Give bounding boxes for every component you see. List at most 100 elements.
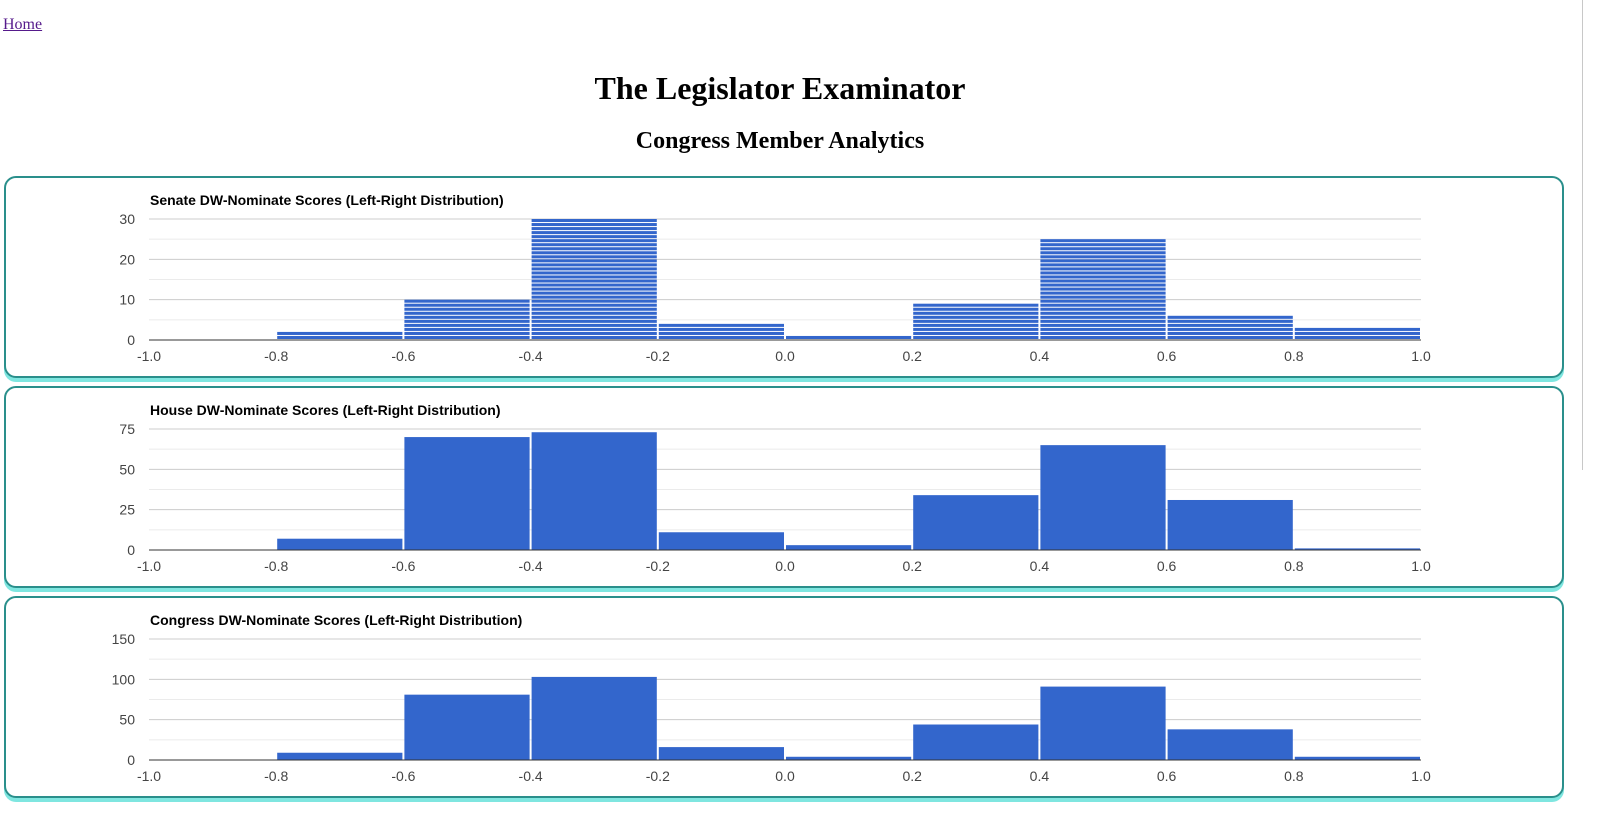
x-tick-label: -0.4 bbox=[519, 348, 543, 364]
histogram-bar-unit bbox=[913, 303, 1039, 307]
x-tick-label: 0.2 bbox=[902, 558, 922, 574]
histogram-bar bbox=[1294, 756, 1420, 760]
y-tick-label: 0 bbox=[127, 542, 135, 558]
histogram-bar-unit bbox=[404, 303, 530, 307]
histogram-bar-unit bbox=[1040, 331, 1166, 335]
histogram-bar-unit bbox=[913, 331, 1039, 335]
x-tick-label: -0.8 bbox=[264, 348, 288, 364]
histogram-bar-unit bbox=[1040, 275, 1166, 279]
histogram-bar-unit bbox=[531, 247, 657, 251]
histogram-bar-unit bbox=[404, 323, 530, 327]
x-tick-label: -0.6 bbox=[391, 348, 415, 364]
congress-chart-panel: Congress DW-Nominate Scores (Left-Right … bbox=[4, 596, 1564, 798]
histogram-bar-unit bbox=[531, 287, 657, 291]
histogram-bar bbox=[786, 545, 912, 550]
x-tick-label: -0.2 bbox=[646, 558, 670, 574]
histogram-bar-unit bbox=[1040, 259, 1166, 263]
y-tick-label: 30 bbox=[119, 211, 135, 227]
histogram-bar bbox=[1040, 686, 1166, 760]
histogram-bar-unit bbox=[658, 331, 784, 335]
x-tick-label: 0.6 bbox=[1157, 558, 1177, 574]
x-tick-label: -0.6 bbox=[391, 558, 415, 574]
histogram-bar-unit bbox=[1167, 327, 1293, 331]
house-chart-panel: House DW-Nominate Scores (Left-Right Dis… bbox=[4, 386, 1564, 588]
histogram-bar bbox=[1040, 445, 1166, 550]
histogram-bar bbox=[531, 432, 657, 550]
histogram-bar-unit bbox=[531, 263, 657, 267]
x-tick-label: 0.6 bbox=[1157, 768, 1177, 784]
histogram-bar-unit bbox=[531, 319, 657, 323]
chart-title: Congress DW-Nominate Scores (Left-Right … bbox=[150, 612, 522, 628]
scrollbar-track[interactable] bbox=[1582, 0, 1583, 470]
y-tick-label: 150 bbox=[112, 631, 136, 647]
x-tick-label: 1.0 bbox=[1411, 558, 1431, 574]
histogram-bar-unit bbox=[531, 235, 657, 239]
histogram-bar-unit bbox=[913, 323, 1039, 327]
histogram-bar-unit bbox=[1040, 323, 1166, 327]
x-tick-label: 0.0 bbox=[775, 348, 795, 364]
y-tick-label: 75 bbox=[119, 421, 135, 437]
x-tick-label: -0.8 bbox=[264, 558, 288, 574]
histogram-bar-unit bbox=[1040, 255, 1166, 259]
histogram-bar-unit bbox=[1040, 303, 1166, 307]
histogram-bar-unit bbox=[404, 331, 530, 335]
histogram-bar-unit bbox=[531, 311, 657, 315]
x-tick-label: -1.0 bbox=[137, 558, 161, 574]
x-tick-label: 1.0 bbox=[1411, 768, 1431, 784]
congress-histogram: Congress DW-Nominate Scores (Left-Right … bbox=[112, 612, 1431, 784]
histogram-bar bbox=[913, 495, 1039, 550]
histogram-bar-unit bbox=[531, 279, 657, 283]
histogram-bar-unit bbox=[531, 331, 657, 335]
chart-title: Senate DW-Nominate Scores (Left-Right Di… bbox=[150, 192, 504, 208]
histogram-bar-unit bbox=[1040, 283, 1166, 287]
x-tick-label: 0.2 bbox=[902, 348, 922, 364]
senate-histogram: Senate DW-Nominate Scores (Left-Right Di… bbox=[119, 192, 1431, 364]
histogram-bar-unit bbox=[1040, 267, 1166, 271]
histogram-bar bbox=[658, 747, 784, 760]
histogram-bar-unit bbox=[1040, 311, 1166, 315]
histogram-bar bbox=[1294, 548, 1420, 550]
histogram-bar-unit bbox=[913, 307, 1039, 311]
x-tick-label: -0.2 bbox=[646, 768, 670, 784]
histogram-bar-unit bbox=[531, 243, 657, 247]
histogram-bar-unit bbox=[1294, 327, 1420, 331]
histogram-bar-unit bbox=[913, 311, 1039, 315]
histogram-bar-unit bbox=[1040, 315, 1166, 319]
histogram-bar-unit bbox=[1294, 331, 1420, 335]
y-tick-label: 50 bbox=[119, 712, 135, 728]
histogram-bar-unit bbox=[1040, 319, 1166, 323]
x-tick-label: 0.8 bbox=[1284, 348, 1304, 364]
home-link[interactable]: Home bbox=[3, 16, 43, 33]
histogram-bar-unit bbox=[531, 295, 657, 299]
x-tick-label: -0.6 bbox=[391, 768, 415, 784]
histogram-bar-unit bbox=[531, 307, 657, 311]
histogram-bar bbox=[1167, 499, 1293, 550]
y-tick-label: 10 bbox=[119, 292, 135, 308]
y-tick-label: 50 bbox=[119, 461, 135, 477]
x-tick-label: 0.4 bbox=[1030, 768, 1050, 784]
histogram-bar-unit bbox=[1040, 243, 1166, 247]
x-tick-label: 0.2 bbox=[902, 768, 922, 784]
y-tick-label: 0 bbox=[127, 752, 135, 768]
histogram-bar-unit bbox=[531, 315, 657, 319]
histogram-bar-unit bbox=[531, 271, 657, 275]
histogram-bar-unit bbox=[1040, 299, 1166, 303]
page-title: The Legislator Examinator bbox=[594, 70, 966, 106]
histogram-bar-unit bbox=[1040, 271, 1166, 275]
histogram-bar-unit bbox=[1040, 251, 1166, 255]
y-tick-label: 0 bbox=[127, 332, 135, 348]
x-tick-label: 0.4 bbox=[1030, 348, 1050, 364]
histogram-bar-unit bbox=[658, 323, 784, 327]
histogram-bar-unit bbox=[1040, 307, 1166, 311]
histogram-bar-unit bbox=[531, 227, 657, 231]
histogram-bar-unit bbox=[1040, 239, 1166, 243]
histogram-bar-unit bbox=[531, 251, 657, 255]
histogram-bar-unit bbox=[1040, 295, 1166, 299]
histogram-bar bbox=[277, 538, 403, 550]
x-tick-label: -0.4 bbox=[519, 558, 543, 574]
histogram-bar-unit bbox=[404, 307, 530, 311]
histogram-bar-unit bbox=[1040, 279, 1166, 283]
histogram-bar-unit bbox=[913, 327, 1039, 331]
x-tick-label: 0.0 bbox=[775, 558, 795, 574]
x-tick-label: -0.4 bbox=[519, 768, 543, 784]
